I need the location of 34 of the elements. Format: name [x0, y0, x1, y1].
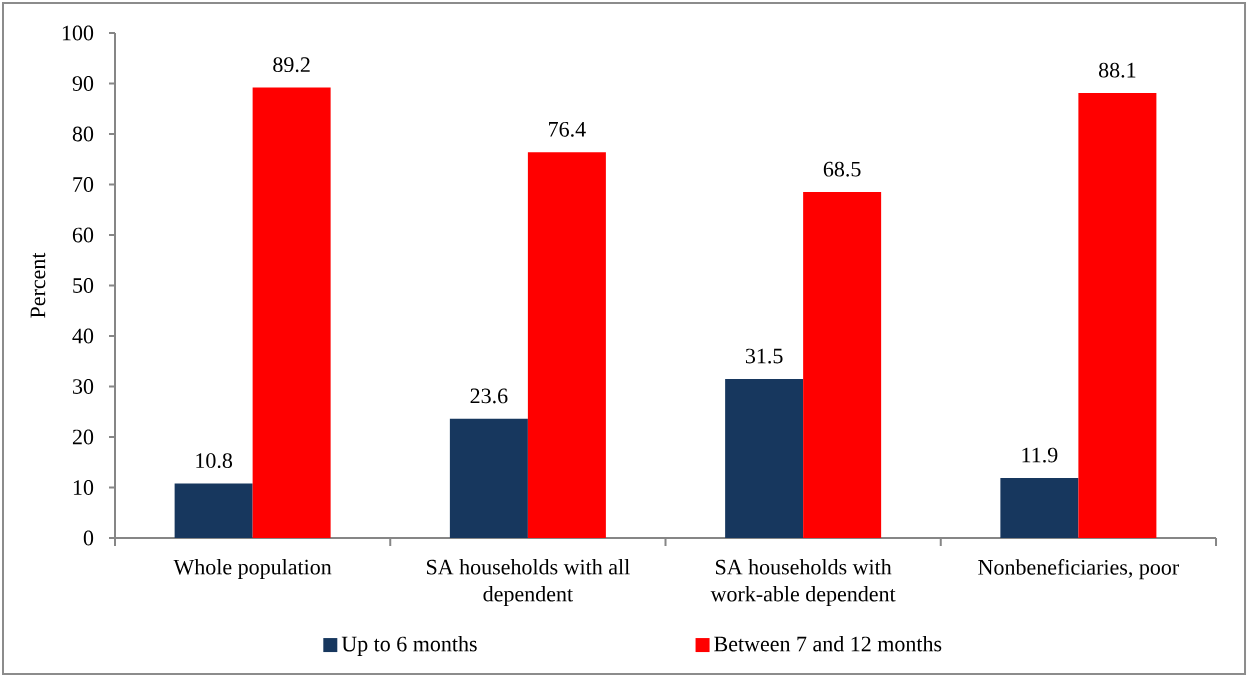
x-tick-label: Whole population — [173, 559, 332, 579]
data-label: 89.2 — [273, 57, 310, 73]
bar — [252, 87, 331, 538]
y-tick-label: 80 — [72, 126, 94, 142]
y-axis-title: Percent — [30, 252, 46, 318]
data-label: 31.5 — [745, 348, 783, 364]
data-label: 11.9 — [1022, 447, 1058, 463]
y-tick-label: 50 — [73, 278, 94, 293]
y-tick-label: 0 — [83, 530, 94, 546]
data-label: 88.1 — [1098, 62, 1136, 78]
y-tick-label: 20 — [72, 429, 94, 445]
data-label: 68.5 — [823, 161, 861, 177]
y-tick-label: 10 — [73, 480, 94, 495]
x-tick-label: SA households with work-able dependent — [710, 559, 896, 606]
y-tick-label: 60 — [72, 227, 94, 243]
bar — [174, 483, 253, 538]
bar — [1000, 477, 1079, 538]
y-tick-label: 40 — [72, 328, 94, 344]
x-tick-label: Nonbeneficiaries, poor — [978, 559, 1179, 580]
x-tick-label: SA households with all dependent — [426, 559, 630, 606]
data-label: 10.8 — [196, 453, 233, 469]
bar — [527, 152, 606, 538]
bar — [803, 192, 882, 538]
bar — [1078, 93, 1157, 538]
y-tick-label: 100 — [62, 25, 94, 41]
legend-label: Between 7 and 12 months — [714, 635, 942, 652]
y-tick-label: 70 — [73, 177, 94, 192]
data-label: 76.4 — [549, 121, 586, 137]
bar — [725, 378, 804, 538]
y-tick-label: 90 — [72, 76, 94, 91]
data-label: 23.6 — [470, 388, 508, 404]
legend-label: Up to 6 months — [341, 635, 477, 656]
y-tick-label: 30 — [73, 379, 94, 394]
bar — [449, 418, 528, 538]
